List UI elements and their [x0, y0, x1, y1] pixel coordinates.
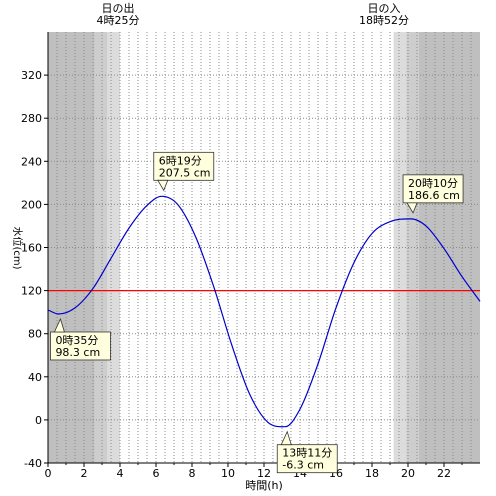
annotation-pointer — [406, 202, 418, 214]
y-tick-label: -40 — [24, 457, 42, 470]
x-tick-label: 0 — [45, 467, 52, 480]
annotation-pointer — [53, 317, 65, 333]
x-tick-label: 6 — [153, 467, 160, 480]
x-tick-label: 18 — [365, 467, 379, 480]
sunset-time: 18時52分 — [359, 14, 409, 27]
x-tick-label: 12 — [257, 467, 271, 480]
annotation-time: 6時19分 — [159, 154, 202, 167]
annotation-time: 13時11分 — [282, 447, 332, 460]
y-tick-label: 160 — [21, 242, 42, 255]
axis-labels: 時間(h) 水位(cm) 日の出 4時25分 日の入 18時52分 — [11, 1, 409, 492]
annotation-box — [402, 174, 464, 204]
annotation-box — [50, 331, 111, 361]
night-band-4 — [406, 32, 419, 463]
annotation-time: 0時35分 — [55, 334, 98, 347]
y-tick-label: 80 — [28, 328, 42, 341]
annotation-value: 186.6 cm — [408, 189, 460, 202]
night-band-2 — [107, 32, 120, 463]
x-tick-label: 8 — [189, 467, 196, 480]
y-tick-label: 40 — [28, 371, 42, 384]
y-tick-label: 120 — [21, 285, 42, 298]
sunrise-title: 日の出 — [102, 1, 135, 15]
sunset-title: 日の入 — [368, 2, 401, 15]
y-tick-label: 320 — [21, 69, 42, 82]
x-tick-label: 10 — [221, 467, 235, 480]
series-group — [47, 195, 481, 428]
annotation-time: 20時10分 — [408, 177, 458, 190]
annotation-pointer — [280, 430, 292, 446]
x-tick-label: 2 — [81, 467, 88, 480]
y-tick-label: 0 — [35, 414, 42, 427]
y-axis-label: 水位(cm) — [11, 226, 24, 269]
y-tick-label: 280 — [21, 112, 42, 125]
annotation-value: -6.3 cm — [282, 459, 324, 472]
x-tick-label: 22 — [437, 467, 451, 480]
x-tick-label: 20 — [401, 467, 415, 480]
annotation-pointer — [157, 179, 169, 192]
x-tick-label: 4 — [117, 467, 124, 480]
x-axis-label: 時間(h) — [245, 479, 283, 492]
sunrise-time: 4時25分 — [97, 14, 140, 27]
annotation-value: 207.5 cm — [159, 166, 211, 179]
y-tick-label: 240 — [21, 155, 42, 168]
annotation-2: 13時11分-6.3 cm — [276, 430, 338, 474]
annotation-value: 98.3 cm — [55, 346, 100, 359]
tide-line-0 — [47, 195, 481, 428]
y-tick-label: 200 — [21, 198, 42, 211]
annotation-box — [153, 151, 215, 181]
annotation-box — [276, 444, 338, 474]
